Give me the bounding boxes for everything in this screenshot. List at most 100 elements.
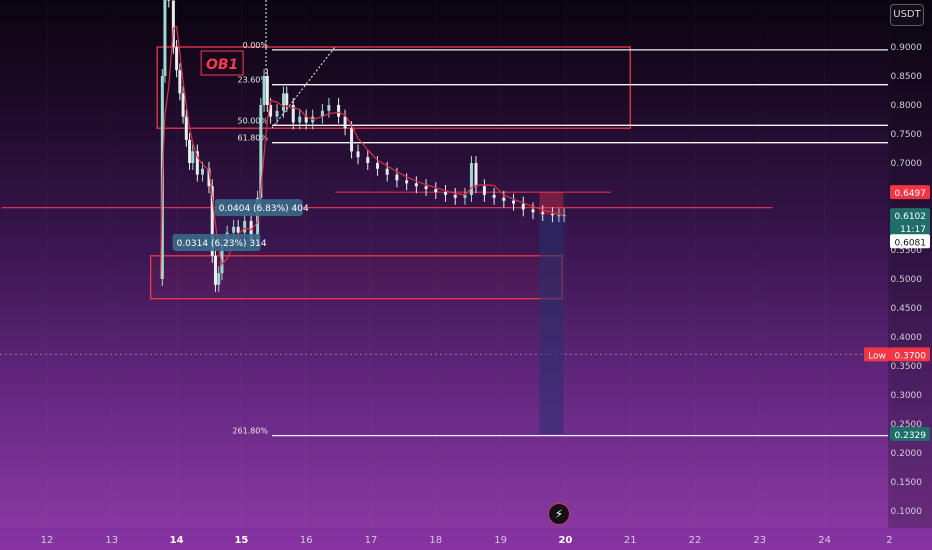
- candle-body: [414, 183, 418, 187]
- candle-body: [550, 214, 554, 216]
- time-tick-label: 14: [170, 535, 184, 546]
- candle-body: [167, 0, 171, 1]
- candle-body: [285, 93, 289, 105]
- candle-body: [424, 186, 428, 190]
- price-axis[interactable]: 0.90000.85000.80000.75000.70000.65000.60…: [864, 0, 932, 528]
- chart-overlays: OB1 0.00% 23.60% 50.00% 61.80% 261.80%: [0, 0, 888, 437]
- moving-average-path: [159, 25, 565, 280]
- candle-body: [213, 255, 217, 285]
- fib-level-label: 0.00%: [243, 41, 269, 50]
- candle-body: [163, 0, 167, 76]
- measure-label: 0.0314 (6.23%) 314: [177, 239, 267, 249]
- time-tick-label: 18: [429, 535, 442, 546]
- price-tick-label: 0.2000: [891, 449, 923, 459]
- candle-body: [405, 180, 409, 184]
- candle-body: [469, 163, 473, 195]
- candle-body: [557, 215, 561, 217]
- price-tick-label: 0.3000: [891, 391, 923, 401]
- measure-label-box: [214, 199, 303, 217]
- candle-body: [521, 203, 525, 210]
- time-tick-label: 16: [300, 535, 313, 546]
- candle-body: [453, 194, 457, 198]
- time-axis-bg: [0, 528, 932, 550]
- candle-body: [375, 163, 379, 169]
- price-tick-label: 0.1000: [891, 507, 923, 517]
- candle-body: [269, 105, 273, 117]
- price-tick-label: 0.3500: [891, 362, 923, 372]
- price-tick-label: 0.1500: [891, 478, 923, 488]
- candle-body: [474, 163, 478, 187]
- price-tick-label: 0.8000: [891, 101, 923, 111]
- candle-body: [282, 93, 286, 111]
- chart-annotations: 0.0404 (6.83%) 404 0.0314 (6.23%) 314: [172, 199, 309, 251]
- price-tag: 0.6102: [895, 212, 927, 222]
- time-tick-label: 2: [886, 535, 892, 546]
- candle-body: [220, 244, 224, 274]
- fib-level-label: 261.80%: [232, 427, 268, 436]
- candle-body: [492, 194, 496, 198]
- price-tick-label: 0.5000: [891, 275, 923, 285]
- position-target-zone: [539, 215, 564, 434]
- measure-label-box: [172, 233, 261, 251]
- candle-body: [188, 139, 192, 163]
- time-tick-label: 17: [365, 535, 378, 546]
- candle-body: [327, 105, 331, 111]
- low-tag-bg: [864, 347, 890, 362]
- price-tag: 11:17: [900, 225, 926, 235]
- candle-body: [444, 192, 448, 195]
- candle-body: [291, 105, 295, 123]
- tradingview-bolt-icon[interactable]: ⚡: [548, 503, 570, 525]
- candle-body: [217, 273, 221, 285]
- time-axis[interactable]: 12 13 14 15 16 17 18 19 20 21 22 23 24 2: [0, 528, 932, 550]
- candle-body: [195, 151, 199, 175]
- candle-body: [337, 105, 341, 117]
- moving-average-line: [159, 25, 565, 280]
- time-tick-label: 12: [41, 535, 54, 546]
- time-tick-label: 20: [558, 535, 572, 546]
- candle-body: [395, 174, 399, 181]
- candle-body: [191, 151, 195, 163]
- time-tick-label: 13: [105, 535, 118, 546]
- price-tick-label: 0.4000: [891, 333, 923, 343]
- candle-body: [232, 226, 236, 233]
- price-tag-bg: [890, 234, 930, 249]
- candle-body: [541, 212, 545, 215]
- price-tag: 0.3700: [895, 351, 927, 361]
- price-tick-label: 0.7000: [891, 159, 923, 169]
- price-tick-label: 0.8500: [891, 72, 923, 82]
- fib-level-label: 23.60%: [237, 76, 268, 85]
- price-tick-label: 0.4500: [891, 304, 923, 314]
- candle-body: [298, 116, 302, 123]
- candle-body: [304, 116, 308, 123]
- candle-body: [184, 116, 188, 140]
- candle-body: [343, 116, 347, 129]
- candle-body: [463, 194, 467, 198]
- candle-body: [262, 76, 266, 105]
- candle-body: [265, 76, 269, 105]
- candle-body: [562, 215, 566, 217]
- fib-level-label: 61.80%: [237, 134, 268, 143]
- candle-body: [482, 186, 486, 195]
- candle-body: [356, 151, 360, 158]
- candle-body: [175, 47, 179, 71]
- candle-body: [181, 93, 185, 117]
- price-tag-bg: [890, 208, 930, 223]
- price-tag-bg: [890, 185, 930, 200]
- time-tick-label: 23: [753, 535, 766, 546]
- time-tick-label: 15: [234, 535, 248, 546]
- fib-trendline: [271, 46, 336, 129]
- time-tick-label: 24: [818, 535, 831, 546]
- time-tick-label: 22: [689, 535, 702, 546]
- price-tag: 0.2329: [895, 431, 927, 441]
- fib-level-label: 50.00%: [237, 116, 268, 125]
- candle-body: [320, 110, 324, 117]
- candle-body: [502, 197, 506, 201]
- candle-body: [434, 189, 438, 192]
- time-tick-label: 19: [494, 535, 507, 546]
- price-tag-bg: [890, 347, 930, 362]
- candle-body: [201, 168, 205, 175]
- currency-unit-button[interactable]: USDT: [890, 4, 924, 26]
- price-tick-label: 0.2500: [891, 420, 923, 430]
- candle-body: [236, 226, 240, 233]
